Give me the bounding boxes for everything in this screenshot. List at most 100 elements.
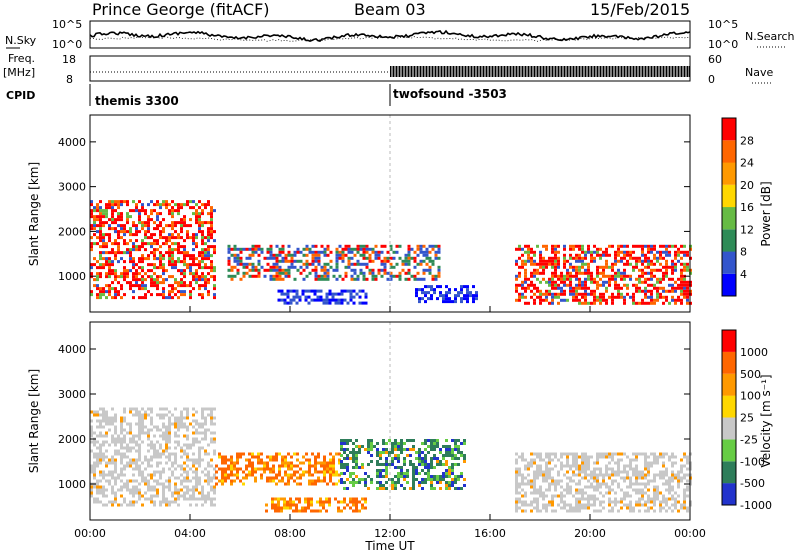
scatter-cell <box>418 457 421 460</box>
scatter-cell <box>404 253 408 257</box>
scatter-cell <box>671 289 674 293</box>
scatter-cell <box>376 451 379 454</box>
scatter-cell <box>578 256 581 260</box>
scatter-cell <box>162 437 165 441</box>
colorbar-segment <box>722 251 736 274</box>
scatter-cell <box>117 260 120 264</box>
scatter-cell <box>210 440 213 444</box>
scatter-cell <box>362 256 366 260</box>
nave-bar <box>469 66 471 77</box>
scatter-cell <box>451 466 454 469</box>
scatter-cell <box>515 485 518 489</box>
nave-bar <box>573 66 574 77</box>
scatter-cell <box>99 470 102 474</box>
scatter-cell <box>329 476 332 480</box>
scatter-cell <box>560 298 563 302</box>
scatter-cell <box>343 506 346 510</box>
scatter-cell <box>272 467 275 471</box>
nave-bar <box>462 66 463 77</box>
scatter-cell <box>156 242 159 246</box>
scatter-cell <box>93 440 96 444</box>
scatter-cell <box>602 274 605 278</box>
scatter-cell <box>560 491 563 495</box>
scatter-cell <box>207 236 210 240</box>
scatter-cell <box>111 248 114 252</box>
nave-bar <box>682 66 684 77</box>
scatter-cell <box>230 265 234 269</box>
scatter-cell <box>641 274 644 278</box>
scatter-cell <box>129 431 132 435</box>
scatter-cell <box>686 289 689 293</box>
scatter-cell <box>251 464 254 468</box>
scatter-cell <box>150 218 153 222</box>
scatter-cell <box>629 250 632 254</box>
scatter-cell <box>317 455 320 459</box>
scatter-cell <box>275 259 279 263</box>
scatter-cell <box>123 230 126 234</box>
scatter-cell <box>280 506 283 510</box>
scatter-cell <box>644 301 647 305</box>
scatter-cell <box>138 212 141 216</box>
scatter-cell <box>542 470 545 474</box>
scatter-cell <box>105 449 108 453</box>
scatter-cell <box>623 262 626 266</box>
scatter-cell <box>213 209 216 213</box>
scatter-cell <box>575 497 578 501</box>
scatter-cell <box>105 422 108 426</box>
scatter-cell <box>174 431 177 435</box>
scatter-cell <box>308 461 311 465</box>
scatter-cell <box>156 224 159 228</box>
scatter-cell <box>602 271 605 275</box>
scatter-cell <box>460 472 463 475</box>
scatter-cell <box>338 256 342 260</box>
scatter-cell <box>96 203 99 207</box>
scatter-cell <box>430 481 433 484</box>
scatter-cell <box>198 464 201 468</box>
scatter-cell <box>183 416 186 420</box>
scatter-cell <box>286 500 289 504</box>
scatter-cell <box>105 455 108 459</box>
scatter-cell <box>665 298 668 302</box>
scatter-cell <box>319 497 322 501</box>
scatter-cell <box>632 292 635 296</box>
scatter-cell <box>560 500 563 504</box>
scatter-cell <box>626 286 629 290</box>
scatter-cell <box>144 287 147 291</box>
scatter-cell <box>165 413 168 417</box>
scatter-cell <box>569 283 572 287</box>
scatter-cell <box>518 265 521 269</box>
scatter-cell <box>638 280 641 284</box>
scatter-cell <box>635 277 638 281</box>
scatter-cell <box>138 458 141 462</box>
y-tick-label: 4000 <box>58 136 86 149</box>
scatter-cell <box>99 254 102 258</box>
scatter-cell <box>671 295 674 299</box>
scatter-cell <box>198 260 201 264</box>
scatter-cell <box>448 297 451 301</box>
scatter-cell <box>683 295 686 299</box>
scatter-cell <box>305 253 309 257</box>
scatter-cell <box>147 263 150 267</box>
scatter-cell <box>147 413 150 417</box>
scatter-cell <box>210 500 213 504</box>
scatter-cell <box>334 298 338 302</box>
scatter-cell <box>419 262 423 266</box>
scatter-cell <box>391 457 394 460</box>
scatter-cell <box>126 455 129 459</box>
scatter-cell <box>683 506 686 510</box>
scatter-cell <box>445 291 448 295</box>
scatter-cell <box>117 503 120 507</box>
scatter-cell <box>584 256 587 260</box>
scatter-cell <box>177 284 180 288</box>
scatter-cell <box>620 506 623 510</box>
scatter-cell <box>263 470 266 474</box>
scatter-cell <box>641 253 644 257</box>
scatter-cell <box>147 431 150 435</box>
scatter-cell <box>442 454 445 457</box>
scatter-cell <box>442 472 445 475</box>
scatter-cell <box>536 289 539 293</box>
scatter-cell <box>340 478 343 481</box>
scatter-cell <box>686 467 689 471</box>
nave-bar <box>616 66 618 77</box>
scatter-cell <box>656 298 659 302</box>
